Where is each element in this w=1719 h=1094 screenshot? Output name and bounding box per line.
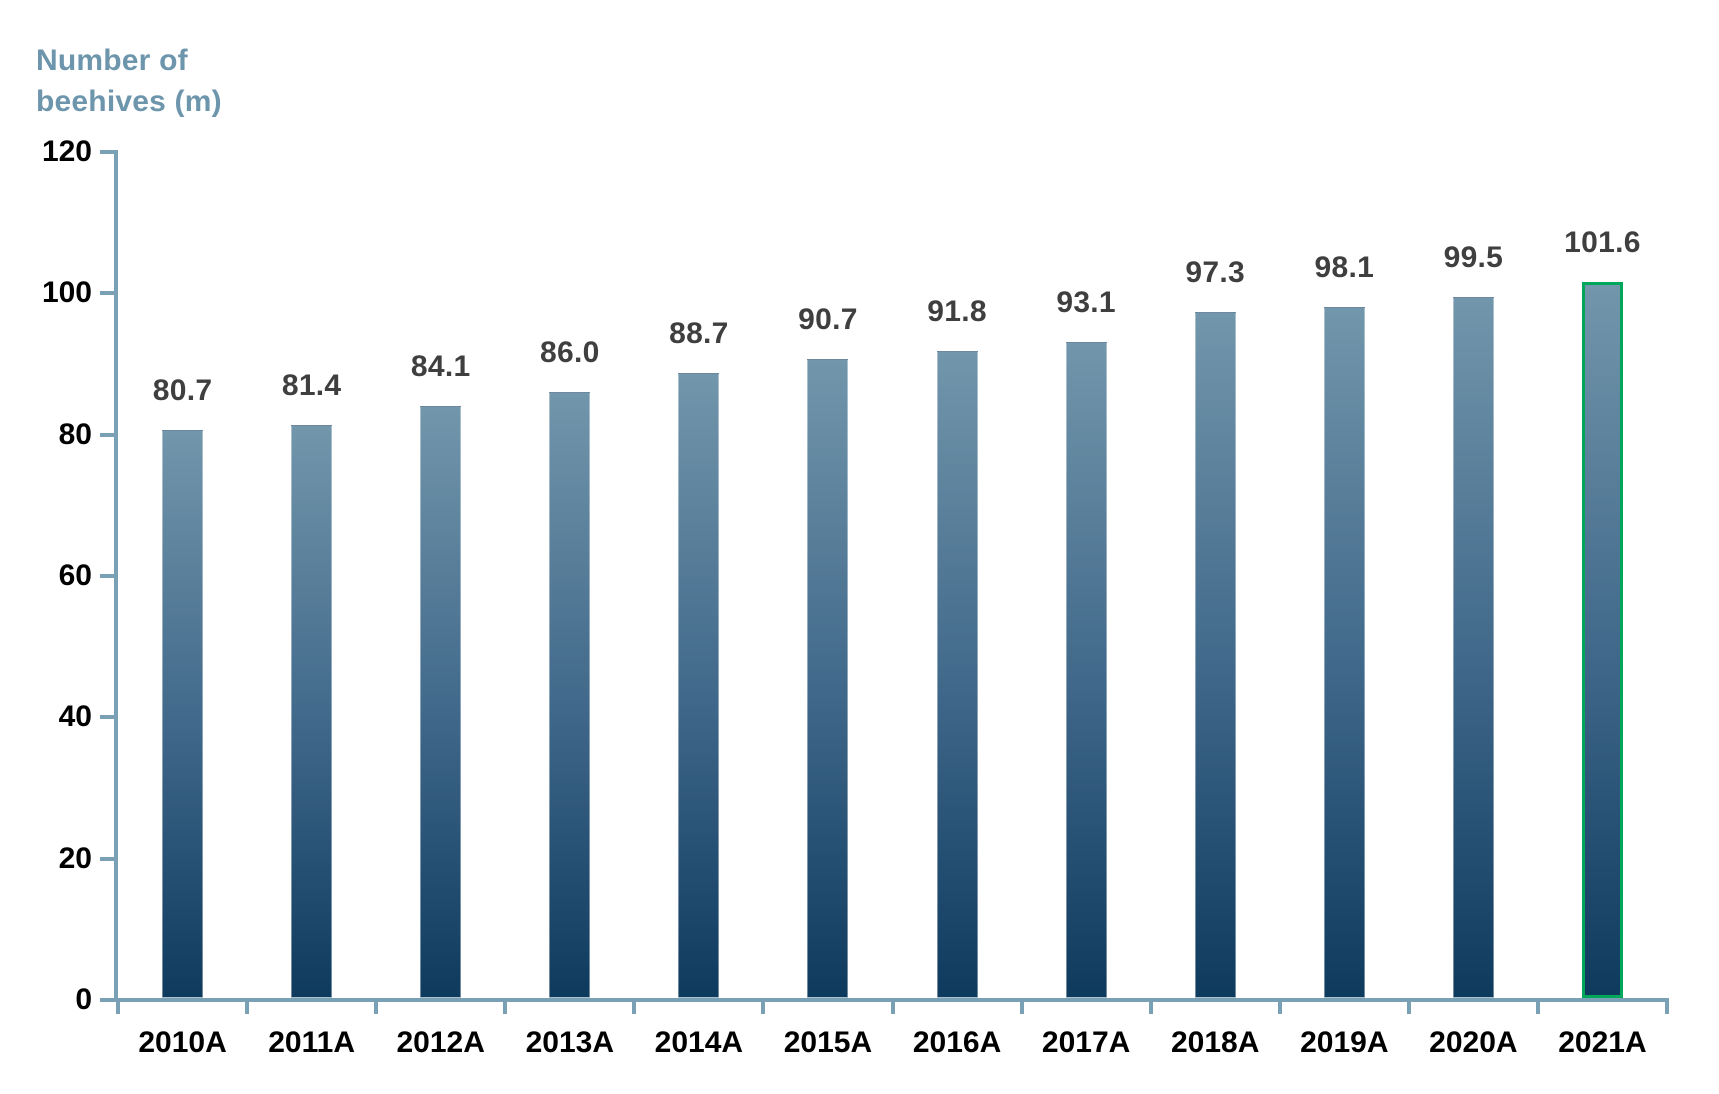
- y-axis-tick: [100, 291, 115, 296]
- bar-2015A: [807, 359, 849, 998]
- bar-value-label-2014A: 88.7: [669, 317, 729, 351]
- bar-value-label-2015A: 90.7: [798, 303, 858, 337]
- x-axis-label-2020A: 2020A: [1429, 1026, 1518, 1059]
- bar-2019A: [1323, 306, 1365, 998]
- bar-value-label-2011A: 81.4: [281, 368, 342, 402]
- y-axis-tick-label: 20: [58, 841, 92, 875]
- x-axis-tick: [1277, 1000, 1282, 1014]
- x-axis-tick: [374, 1000, 379, 1014]
- x-axis-label-2015A: 2015A: [783, 1026, 873, 1059]
- y-axis-tick: [100, 715, 115, 720]
- x-axis-label-2021A: 2021A: [1558, 1026, 1647, 1059]
- x-axis-tick: [1019, 1000, 1024, 1014]
- x-axis-tick: [890, 1000, 895, 1014]
- y-axis-tick-label: 120: [41, 135, 92, 168]
- x-axis-tick: [1535, 1000, 1540, 1014]
- bar-value-label-2020A: 99.5: [1443, 240, 1504, 274]
- bar-2014A: [678, 373, 720, 998]
- y-axis-tick: [100, 998, 115, 1002]
- bar-2013A: [549, 392, 591, 998]
- bar-value-label-2012A: 84.1: [410, 349, 471, 383]
- bar-value-label-2021A: 101.6: [1564, 226, 1641, 260]
- chart-title-line-1: Number of: [36, 44, 188, 77]
- y-axis-tick-label: 80: [58, 417, 92, 451]
- x-axis-label-2017A: 2017A: [1041, 1026, 1131, 1059]
- x-axis-tick: [503, 1000, 508, 1014]
- x-axis-label-2018A: 2018A: [1170, 1026, 1260, 1059]
- bar-2018A: [1194, 312, 1236, 998]
- y-axis-tick: [100, 150, 115, 154]
- x-axis-tick: [761, 1000, 766, 1014]
- x-axis-label-2010A: 2010A: [138, 1026, 227, 1059]
- bar-value-label-2010A: 80.7: [152, 373, 213, 407]
- y-axis-tick: [100, 574, 115, 578]
- bar-2017A: [1065, 342, 1107, 998]
- bar-2020A: [1452, 296, 1494, 998]
- y-axis-tick-label: 100: [41, 276, 92, 310]
- x-axis-tick: [1148, 1000, 1153, 1014]
- x-axis-label-2013A: 2013A: [525, 1026, 614, 1059]
- chart-title: Number of beehives (m): [36, 40, 222, 122]
- x-axis-tick: [1406, 1000, 1411, 1014]
- x-axis-label-2011A: 2011A: [268, 1026, 355, 1059]
- x-axis-tick: [245, 1000, 250, 1014]
- bar-2011A: [291, 424, 333, 998]
- x-axis-label-2016A: 2016A: [912, 1026, 1002, 1059]
- y-axis-tick: [100, 856, 115, 861]
- x-axis-label-2014A: 2014A: [654, 1026, 744, 1059]
- x-axis-tick: [1665, 1000, 1669, 1014]
- y-axis-tick: [100, 432, 115, 437]
- bar-value-label-2016A: 91.8: [927, 295, 987, 329]
- x-axis-label-2012A: 2012A: [396, 1026, 485, 1059]
- y-axis-tick-label: 60: [58, 559, 92, 592]
- bar-value-label-2018A: 97.3: [1185, 256, 1245, 290]
- bar-value-label-2019A: 98.1: [1314, 250, 1375, 284]
- y-axis-tick-label: 40: [58, 700, 92, 734]
- x-axis-tick: [632, 1000, 637, 1014]
- x-axis-label-2019A: 2019A: [1300, 1026, 1389, 1059]
- bar-value-label-2013A: 86.0: [539, 336, 600, 370]
- y-axis-tick-label: 0: [75, 983, 92, 1016]
- bar-2016A: [936, 351, 978, 998]
- bar-2012A: [420, 405, 462, 998]
- bar-value-label-2017A: 93.1: [1056, 286, 1116, 320]
- chart-title-line-2: beehives (m): [36, 85, 222, 118]
- bar-2010A: [162, 429, 204, 998]
- bar-2021A: [1581, 282, 1623, 998]
- x-axis-tick: [116, 1000, 120, 1014]
- y-axis-line: [114, 150, 118, 1002]
